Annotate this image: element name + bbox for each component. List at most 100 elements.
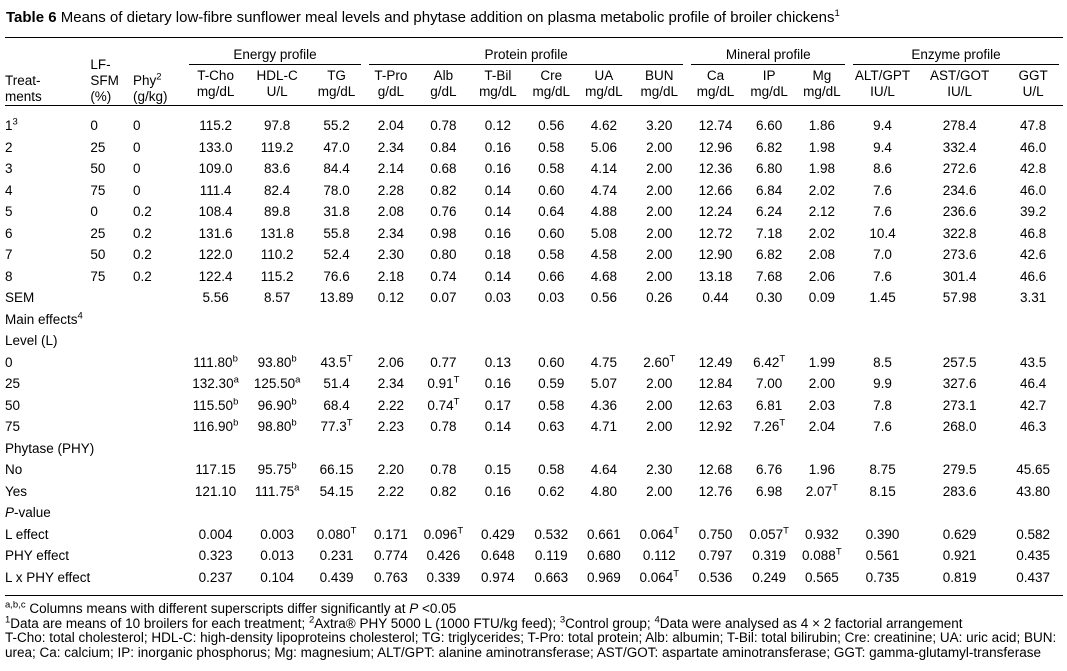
table-number-label: Table 6 — [6, 9, 57, 26]
table-cell: 5.06 — [590, 139, 617, 155]
row-label: 25 — [5, 376, 21, 391]
column-header: UA mg/dL — [576, 65, 632, 106]
table-cell: 95.75b — [257, 460, 297, 477]
column-header-lf-sfm: LF- SFM (%) — [90, 37, 133, 106]
table-cell: 0.68 — [430, 161, 457, 176]
table-row: P-value — [5, 502, 1063, 524]
table-cell: 0 — [90, 118, 98, 133]
group-header-label: Protein profile — [368, 43, 684, 65]
table-cell: 0 — [90, 204, 98, 219]
column-header: T-Cho mg/dL — [185, 65, 246, 106]
table-row: 0 111.80b 93.80b 43.5T 2.06 0.77 0.13 0.60 4.75 2… — [5, 352, 1063, 374]
table-cell: 0.74 — [430, 268, 457, 284]
table-cell: 3.31 — [1020, 290, 1047, 305]
table-cell — [90, 459, 133, 481]
table-cell: 4.75 — [590, 354, 617, 370]
table-cell: 7.8 — [873, 397, 892, 413]
table-row: 4 75 0 111.4 82.4 78.0 2.28 0.82 0.14 0.60 4.74 2.0… — [5, 180, 1063, 202]
table-cell: 0.80 — [430, 247, 457, 262]
table-cell: 0.429 — [480, 526, 515, 542]
table-cell: 0.30 — [755, 290, 783, 305]
table-cell: 0.104 — [245, 566, 309, 596]
table-cell: 43.80 — [1016, 483, 1051, 499]
table-cell: 108.4 — [198, 204, 233, 219]
table-cell — [133, 287, 185, 309]
table-cell: 110.2 — [260, 247, 294, 262]
table-cell: 2.06 — [377, 354, 405, 370]
table-cell: 6.80 — [755, 161, 783, 176]
group-header-label: Mineral profile — [691, 43, 846, 65]
table-cell: 10.4 — [869, 225, 896, 241]
table-cell: 75 — [90, 268, 106, 284]
table-cell: 0.932 — [804, 526, 839, 542]
table-cell: 2.34 — [377, 139, 405, 155]
table-cell: 0.12 — [484, 118, 511, 133]
table-cell: 115.2 — [260, 268, 294, 284]
table-cell: 0.096T — [423, 525, 464, 542]
column-header: IP mg/dL — [743, 65, 795, 106]
column-header: AST/GOT IU/L — [916, 65, 1004, 106]
table-cell: 89.8 — [264, 204, 291, 219]
table-cell: 2.00 — [646, 483, 673, 499]
table-cell: 0.323 — [198, 548, 233, 563]
table-cell: 0.119 — [534, 548, 568, 563]
footnotes: a,b,c Columns means with different super… — [5, 600, 1063, 660]
table-row: SEM 5.56 8.57 13.89 0.12 0.07 0.03 0.03 0.56 0.26… — [5, 287, 1063, 309]
table-cell: 6.81 — [755, 397, 783, 413]
table-cell: 0.63 — [538, 419, 565, 434]
table-cell: 2.20 — [377, 462, 405, 477]
table-cell: 12.90 — [698, 247, 733, 262]
table-cell: 2.34 — [377, 225, 405, 241]
table-cell: 0.629 — [942, 526, 977, 542]
table-cell: 2.02 — [808, 182, 835, 198]
column-header: GGT U/L — [1003, 65, 1063, 106]
column-header-treatments: Treat-ments — [5, 37, 91, 106]
table-cell: 0.18 — [484, 247, 511, 262]
table-cell: 0.080T — [316, 525, 357, 542]
table-cell: 1.86 — [808, 118, 835, 133]
table-cell: 55.8 — [323, 225, 350, 241]
table-cell: 93.80b — [257, 353, 297, 370]
table-cell: 2.00 — [646, 204, 673, 219]
table-caption: Means of dietary low-fibre sunflower mea… — [56, 9, 835, 26]
table-cell: 0.064T — [631, 566, 688, 596]
table-cell: 96.90b — [257, 396, 297, 413]
table-cell: 4.71 — [590, 419, 617, 434]
table-cell: 2.00 — [646, 182, 673, 198]
table-cell: 0.14 — [484, 268, 511, 284]
table-cell — [90, 566, 133, 596]
table-cell — [132, 566, 186, 596]
table-row: Phytase (PHY) — [5, 438, 1063, 460]
table-cell: 4.62 — [590, 118, 617, 133]
table-cell: 0.14 — [484, 182, 511, 198]
table-title-superscript: 1 — [834, 8, 840, 19]
table-cell: 2.60T — [643, 353, 676, 370]
table-cell: 42.7 — [1020, 397, 1047, 413]
table-cell: 43.5 — [1020, 354, 1047, 370]
row-label: SEM — [5, 290, 35, 305]
table-cell: 0.56 — [590, 290, 617, 305]
table-cell: 0.064T — [639, 525, 680, 542]
table-cell: 2.14 — [377, 161, 405, 176]
row-label: 5 — [5, 204, 13, 219]
table-cell: 12.68 — [698, 462, 733, 477]
table-cell: 0.112 — [642, 548, 676, 563]
table-cell: 0.13 — [484, 354, 511, 370]
column-header: Alb g/dL — [417, 65, 470, 106]
table-cell: 0.750 — [698, 526, 733, 542]
table-cell: 52.4 — [323, 247, 350, 262]
table-cell: 116.90b — [192, 417, 239, 434]
table-cell: 4.14 — [590, 161, 617, 176]
table-cell: 0.03 — [538, 290, 565, 305]
table-cell: 46.3 — [1020, 419, 1047, 434]
table-cell: 4.64 — [590, 462, 617, 477]
table-cell: 7.6 — [873, 419, 892, 434]
table-cell: 0.66 — [538, 268, 565, 284]
table-cell: 0.16 — [484, 483, 511, 499]
column-header-phy: Phy2 (g/kg) — [132, 37, 186, 106]
table-cell: 7.26T — [753, 417, 786, 434]
table-row: Yes 121.10 111.75a 54.15 2.22 0.82 0.16 0.62 4.8… — [5, 481, 1063, 503]
table-cell — [90, 373, 133, 395]
table-cell: 122.4 — [198, 268, 233, 284]
table-cell: 119.2 — [260, 139, 294, 155]
